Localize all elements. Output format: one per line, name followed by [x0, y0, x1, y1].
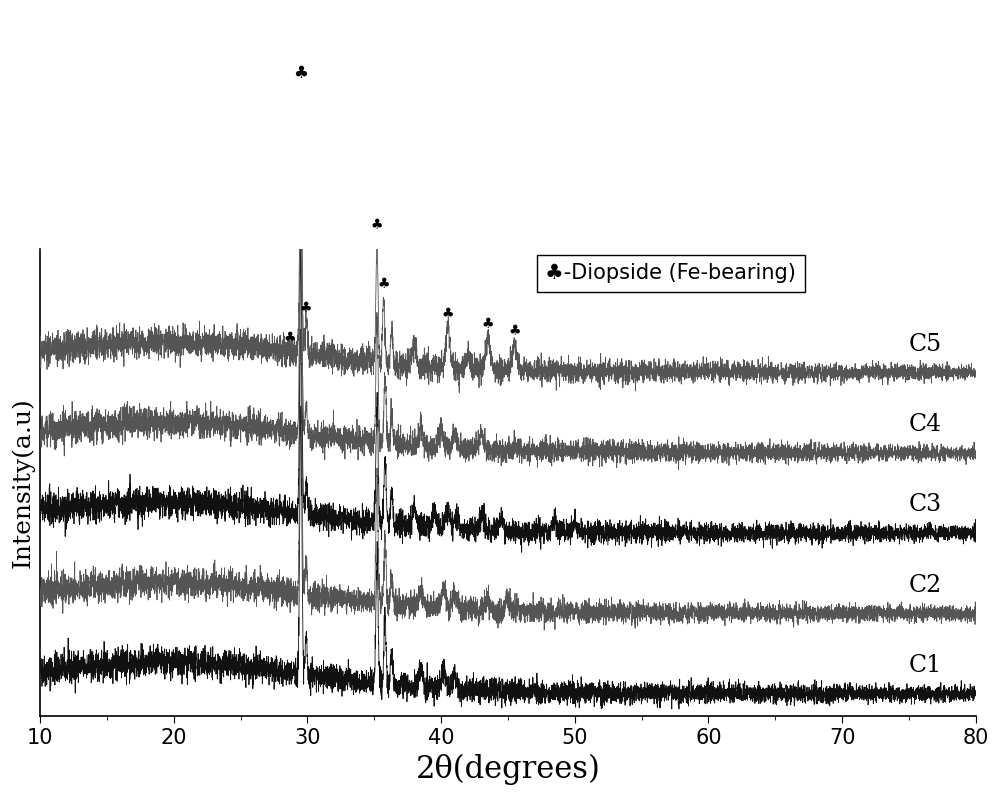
Text: ♣: ♣ — [377, 277, 390, 291]
Text: ♣: ♣ — [284, 332, 296, 345]
Text: ♣: ♣ — [482, 318, 494, 331]
Text: ♣: ♣ — [300, 302, 312, 315]
Text: C5: C5 — [909, 333, 942, 356]
Text: C3: C3 — [909, 494, 942, 517]
Y-axis label: Intensity(a.u): Intensity(a.u) — [11, 397, 35, 568]
Text: ♣: ♣ — [442, 306, 454, 321]
Text: ♣: ♣ — [508, 324, 521, 338]
Text: C4: C4 — [909, 413, 942, 436]
Text: ♣: ♣ — [293, 64, 308, 81]
X-axis label: 2θ(degrees): 2θ(degrees) — [416, 754, 600, 785]
Text: C1: C1 — [909, 654, 942, 677]
Text: C2: C2 — [909, 574, 942, 597]
Text: ♣: ♣ — [371, 218, 383, 232]
Text: ♣-Diopside (Fe-bearing): ♣-Diopside (Fe-bearing) — [545, 263, 796, 283]
